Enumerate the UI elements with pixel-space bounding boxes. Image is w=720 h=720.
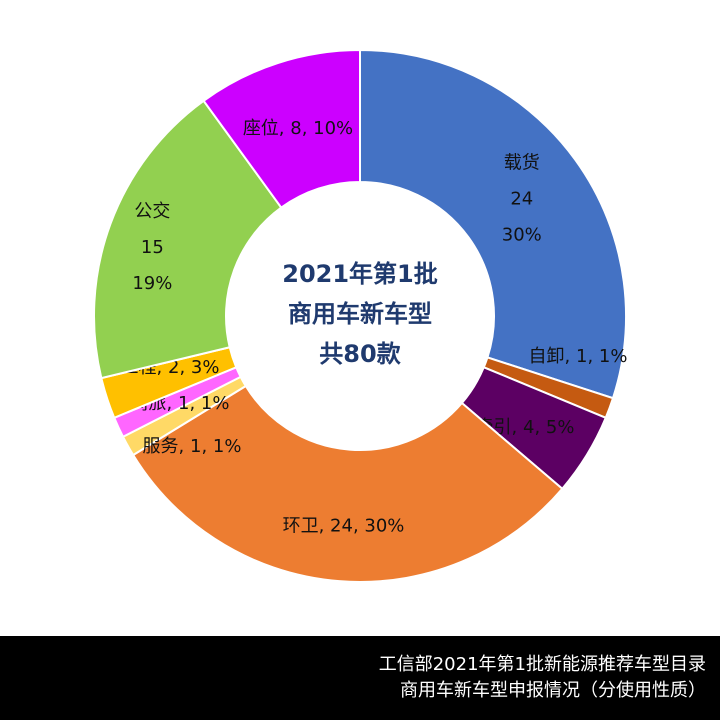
slice-1 bbox=[359, 48, 627, 400]
slice-label-2: 自卸, 1, 1% bbox=[529, 346, 628, 367]
center-title-line-3: 共80款 bbox=[319, 340, 401, 368]
slice-8 bbox=[93, 99, 283, 380]
donut-chart-svg: 载货 24 30% 自卸, 1, 1% 牵引, 4, 5% 环卫, 24, 30% 服务, … bbox=[93, 48, 628, 583]
center-title-line-1: 2021年第1批 bbox=[282, 260, 438, 288]
slice-label-1: 载货 24 30% bbox=[502, 152, 542, 245]
slice-label-9: 座位, 8, 10% bbox=[243, 118, 353, 139]
footer-line-1: 工信部2021年第1批新能源推荐车型目录 bbox=[378, 654, 706, 675]
footer-caption: 工信部2021年第1批新能源推荐车型目录 商用车新车型申报情况（分使用性质） bbox=[0, 636, 720, 720]
slice-label-5: 服务, 1, 1% bbox=[143, 436, 242, 457]
slice-label-4: 环卫, 24, 30% bbox=[283, 515, 405, 536]
slice-9 bbox=[202, 48, 361, 209]
center-title-line-2: 商用车新车型 bbox=[288, 300, 432, 328]
slice-4 bbox=[131, 384, 564, 583]
donut-chart: 载货 24 30% 自卸, 1, 1% 牵引, 4, 5% 环卫, 24, 30% 服务, … bbox=[93, 48, 628, 583]
slice-label-8: 公交 15 19% bbox=[132, 201, 172, 294]
footer-line-2: 商用车新车型申报情况（分使用性质） bbox=[400, 680, 706, 701]
slice-label-3: 牵引, 4, 5% bbox=[476, 417, 575, 438]
